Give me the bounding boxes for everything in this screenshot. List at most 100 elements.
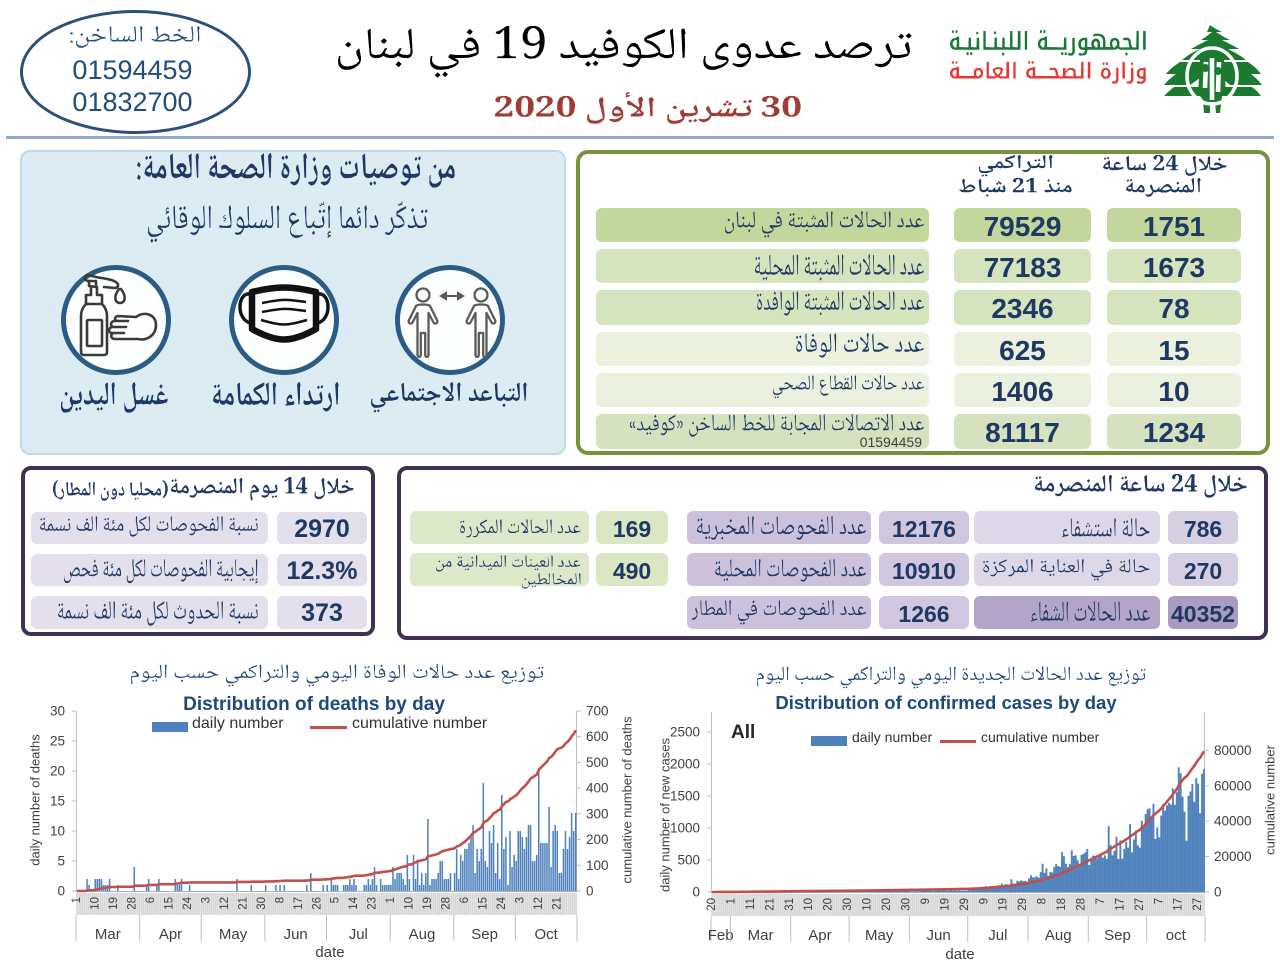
svg-text:30: 30 <box>256 897 268 910</box>
svg-text:7: 7 <box>1095 898 1107 904</box>
svg-text:8: 8 <box>274 897 286 903</box>
svg-text:20: 20 <box>881 898 893 911</box>
svg-text:11: 11 <box>745 898 757 910</box>
svg-text:cumulative number of deaths: cumulative number of deaths <box>619 716 634 883</box>
svg-text:300: 300 <box>586 806 609 821</box>
svg-text:1: 1 <box>71 897 83 903</box>
svg-text:27: 27 <box>1134 898 1146 911</box>
svg-text:30: 30 <box>842 898 854 911</box>
svg-text:40000: 40000 <box>1214 814 1252 829</box>
svg-text:60000: 60000 <box>1214 778 1252 793</box>
svg-text:100: 100 <box>586 858 609 873</box>
svg-text:8: 8 <box>1037 898 1049 904</box>
svg-text:400: 400 <box>586 781 609 796</box>
svg-text:Feb: Feb <box>708 927 734 944</box>
svg-text:600: 600 <box>586 729 609 744</box>
svg-text:0: 0 <box>1214 885 1222 900</box>
svg-text:19: 19 <box>939 898 951 911</box>
svg-text:May: May <box>219 926 248 943</box>
svg-text:1: 1 <box>385 897 397 903</box>
svg-text:15: 15 <box>50 794 65 809</box>
svg-text:18: 18 <box>1056 898 1068 911</box>
svg-text:Mar: Mar <box>95 926 121 943</box>
svg-text:20: 20 <box>823 898 835 911</box>
svg-text:15: 15 <box>478 897 490 910</box>
svg-text:Sep: Sep <box>471 926 498 943</box>
svg-text:12: 12 <box>533 897 545 910</box>
svg-text:3: 3 <box>200 897 212 903</box>
svg-text:1000: 1000 <box>670 821 700 836</box>
svg-text:10: 10 <box>50 824 65 839</box>
svg-text:20000: 20000 <box>1214 849 1252 864</box>
svg-text:9: 9 <box>920 898 932 904</box>
svg-text:cumulative number: cumulative number <box>1262 744 1277 854</box>
svg-text:7: 7 <box>1153 898 1165 904</box>
svg-text:14: 14 <box>348 896 360 909</box>
svg-text:3: 3 <box>515 897 527 903</box>
svg-text:500: 500 <box>586 755 609 770</box>
svg-text:2500: 2500 <box>670 725 700 740</box>
svg-text:24: 24 <box>182 896 194 909</box>
svg-text:6: 6 <box>145 897 157 903</box>
svg-text:Sep: Sep <box>1104 927 1131 944</box>
svg-text:31: 31 <box>784 898 796 911</box>
svg-text:29: 29 <box>959 898 971 911</box>
svg-text:5: 5 <box>57 854 65 869</box>
svg-text:Apr: Apr <box>159 926 182 943</box>
svg-text:24: 24 <box>496 896 508 909</box>
svg-text:25: 25 <box>50 734 65 749</box>
svg-text:Jul: Jul <box>349 926 368 943</box>
svg-text:15: 15 <box>163 897 175 910</box>
svg-text:Aug: Aug <box>1045 927 1072 944</box>
svg-text:28: 28 <box>1076 898 1088 911</box>
svg-text:0: 0 <box>692 885 700 900</box>
svg-text:Mar: Mar <box>748 927 774 944</box>
svg-text:29: 29 <box>1017 898 1029 911</box>
svg-text:0: 0 <box>57 884 65 899</box>
svg-text:30: 30 <box>50 704 65 719</box>
svg-text:Jul: Jul <box>988 927 1007 944</box>
svg-text:9: 9 <box>978 898 990 904</box>
svg-text:17: 17 <box>293 897 305 910</box>
svg-text:17: 17 <box>1173 898 1185 911</box>
svg-text:21: 21 <box>237 897 249 910</box>
svg-text:6: 6 <box>459 897 471 903</box>
svg-text:20: 20 <box>50 764 65 779</box>
svg-text:19: 19 <box>998 898 1010 911</box>
svg-text:10: 10 <box>803 898 815 911</box>
svg-text:500: 500 <box>677 853 700 868</box>
svg-text:10: 10 <box>90 897 102 910</box>
svg-text:Aug: Aug <box>409 926 436 943</box>
svg-text:26: 26 <box>311 897 323 910</box>
svg-text:200: 200 <box>586 832 609 847</box>
svg-text:1: 1 <box>725 898 737 904</box>
svg-text:Jun: Jun <box>284 926 308 943</box>
svg-text:19: 19 <box>108 897 120 910</box>
svg-text:27: 27 <box>1192 898 1204 911</box>
svg-text:80000: 80000 <box>1214 743 1252 758</box>
svg-text:0: 0 <box>586 884 594 899</box>
svg-text:20: 20 <box>706 898 718 911</box>
svg-text:700: 700 <box>586 704 609 719</box>
svg-text:10: 10 <box>404 897 416 910</box>
svg-text:23: 23 <box>367 897 379 910</box>
svg-text:Apr: Apr <box>808 927 831 944</box>
svg-text:10: 10 <box>862 898 874 911</box>
svg-text:21: 21 <box>764 898 776 911</box>
svg-text:12: 12 <box>219 897 231 910</box>
svg-text:Jun: Jun <box>927 927 951 944</box>
svg-text:28: 28 <box>127 897 139 910</box>
svg-text:2000: 2000 <box>670 757 700 772</box>
svg-text:5: 5 <box>330 897 342 903</box>
svg-text:daily number of deaths: daily number of deaths <box>27 734 42 866</box>
svg-text:19: 19 <box>422 897 434 910</box>
svg-text:17: 17 <box>1114 898 1126 911</box>
svg-text:30: 30 <box>901 898 913 911</box>
svg-text:Oct: Oct <box>535 926 559 943</box>
svg-text:May: May <box>865 927 894 944</box>
svg-text:21: 21 <box>552 897 564 910</box>
svg-text:28: 28 <box>441 897 453 910</box>
svg-text:1500: 1500 <box>670 789 700 804</box>
svg-text:daily number of new cases: daily number of new cases <box>657 738 672 892</box>
svg-text:oct: oct <box>1166 927 1187 944</box>
